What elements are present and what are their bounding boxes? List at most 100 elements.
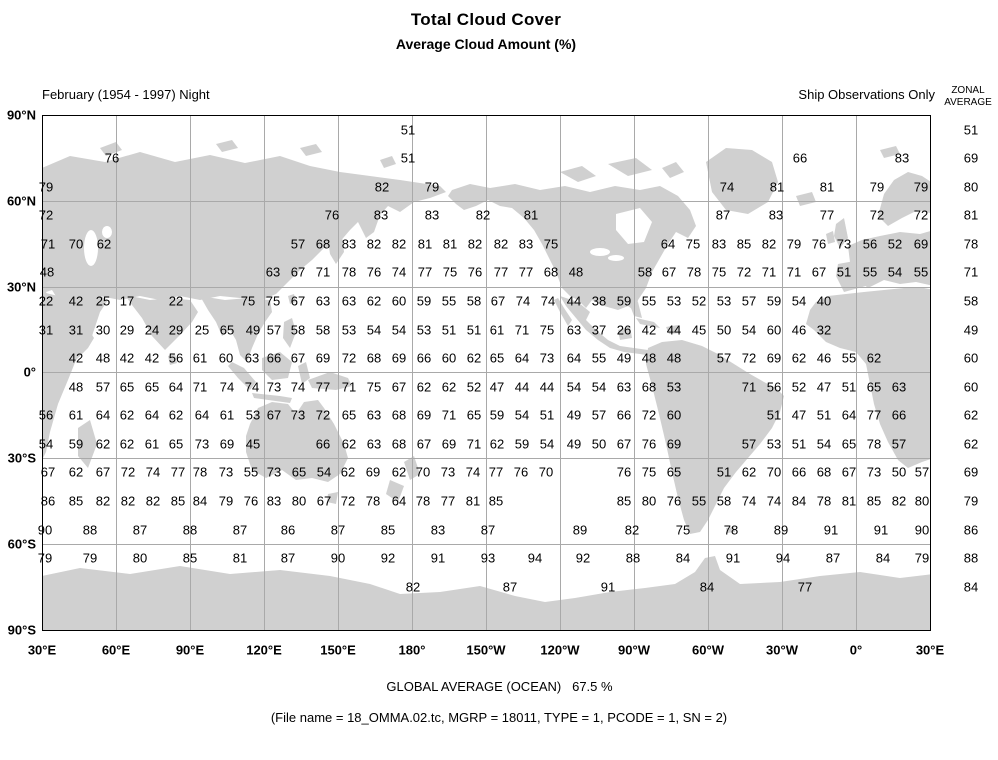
grid-value: 58 bbox=[290, 322, 306, 338]
grid-value: 57 bbox=[716, 350, 732, 366]
grid-value: 84 bbox=[875, 550, 891, 566]
grid-value: 72 bbox=[341, 350, 357, 366]
grid-value: 60 bbox=[441, 350, 457, 366]
grid-value: 83 bbox=[373, 207, 389, 223]
zonal-average-header: ZONAL AVERAGE bbox=[938, 85, 998, 109]
grid-value: 82 bbox=[374, 179, 390, 195]
grid-value: 74 bbox=[515, 293, 531, 309]
grid-value: 31 bbox=[68, 322, 84, 338]
source-label: Ship Observations Only bbox=[798, 87, 935, 102]
grid-value: 71 bbox=[741, 379, 757, 395]
grid-value: 48 bbox=[641, 350, 657, 366]
grid-value: 85 bbox=[616, 493, 632, 509]
grid-value: 68 bbox=[391, 407, 407, 423]
grid-value: 81 bbox=[232, 550, 248, 566]
grid-value: 83 bbox=[768, 207, 784, 223]
grid-value: 58 bbox=[315, 322, 331, 338]
grid-value: 75 bbox=[265, 293, 281, 309]
grid-value: 67 bbox=[811, 264, 827, 280]
grid-value: 69 bbox=[441, 436, 457, 452]
grid-value: 77 bbox=[819, 207, 835, 223]
grid-value: 85 bbox=[866, 493, 882, 509]
grid-value: 90 bbox=[37, 522, 53, 538]
grid-value: 51 bbox=[539, 407, 555, 423]
lon-axis-label: 30°E bbox=[27, 642, 57, 658]
grid-value: 56 bbox=[38, 407, 54, 423]
grid-value: 51 bbox=[841, 379, 857, 395]
grid-value: 59 bbox=[616, 293, 632, 309]
grid-value: 50 bbox=[716, 322, 732, 338]
grid-value: 76 bbox=[467, 264, 483, 280]
grid-value: 75 bbox=[539, 322, 555, 338]
grid-value: 52 bbox=[691, 293, 707, 309]
zonal-average-value: 62 bbox=[963, 407, 979, 423]
grid-value: 66 bbox=[616, 407, 632, 423]
grid-value: 51 bbox=[836, 264, 852, 280]
grid-value: 54 bbox=[566, 379, 582, 395]
grid-value: 75 bbox=[442, 264, 458, 280]
grid-value: 71 bbox=[761, 264, 777, 280]
page-title: Total Cloud Cover bbox=[410, 10, 562, 29]
grid-value: 54 bbox=[391, 322, 407, 338]
grid-value: 54 bbox=[316, 464, 332, 480]
grid-value: 75 bbox=[711, 264, 727, 280]
grid-value: 78 bbox=[816, 493, 832, 509]
lon-axis-label: 60°E bbox=[101, 642, 131, 658]
grid-value: 60 bbox=[766, 322, 782, 338]
grid-value: 47 bbox=[791, 407, 807, 423]
grid-value: 85 bbox=[170, 493, 186, 509]
grid-value: 72 bbox=[340, 493, 356, 509]
grid-value: 46 bbox=[816, 350, 832, 366]
grid-value: 94 bbox=[775, 550, 791, 566]
grid-value: 82 bbox=[761, 236, 777, 252]
grid-value: 85 bbox=[736, 236, 752, 252]
grid-value: 63 bbox=[566, 322, 582, 338]
grid-value: 83 bbox=[711, 236, 727, 252]
grid-value: 91 bbox=[873, 522, 889, 538]
grid-value: 65 bbox=[666, 464, 682, 480]
grid-value: 78 bbox=[365, 493, 381, 509]
grid-value: 82 bbox=[891, 493, 907, 509]
grid-value: 92 bbox=[380, 550, 396, 566]
grid-value: 74 bbox=[290, 379, 306, 395]
grid-value: 46 bbox=[791, 322, 807, 338]
zonal-average-value: 79 bbox=[963, 493, 979, 509]
grid-value: 64 bbox=[194, 407, 210, 423]
grid-value: 62 bbox=[96, 236, 112, 252]
zonal-average-value: 49 bbox=[963, 322, 979, 338]
grid-value: 68 bbox=[641, 379, 657, 395]
grid-value: 61 bbox=[192, 350, 208, 366]
grid-value: 82 bbox=[366, 236, 382, 252]
grid-value: 57 bbox=[741, 436, 757, 452]
grid-value: 65 bbox=[466, 407, 482, 423]
grid-value: 76 bbox=[366, 264, 382, 280]
grid-value: 51 bbox=[400, 122, 416, 138]
grid-value: 62 bbox=[391, 464, 407, 480]
grid-value: 55 bbox=[243, 464, 259, 480]
grid-value: 86 bbox=[40, 493, 56, 509]
grid-value: 62 bbox=[441, 379, 457, 395]
grid-value: 92 bbox=[575, 550, 591, 566]
grid-value: 76 bbox=[243, 493, 259, 509]
grid-value: 80 bbox=[291, 493, 307, 509]
grid-value: 26 bbox=[616, 322, 632, 338]
grid-value: 56 bbox=[766, 379, 782, 395]
zonal-average-value: 80 bbox=[963, 179, 979, 195]
grid-value: 67 bbox=[416, 436, 432, 452]
grid-value: 83 bbox=[266, 493, 282, 509]
grid-value: 60 bbox=[218, 350, 234, 366]
grid-value: 66 bbox=[792, 150, 808, 166]
grid-value: 90 bbox=[330, 550, 346, 566]
grid-value: 72 bbox=[741, 350, 757, 366]
zonal-average-header-line2: AVERAGE bbox=[944, 97, 992, 108]
lon-axis-label: 120°E bbox=[246, 642, 282, 658]
grid-value: 54 bbox=[887, 264, 903, 280]
grid-value: 73 bbox=[440, 464, 456, 480]
grid-value: 91 bbox=[600, 579, 616, 595]
grid-value: 81 bbox=[819, 179, 835, 195]
grid-value: 29 bbox=[119, 322, 135, 338]
grid-value: 65 bbox=[219, 322, 235, 338]
grid-value: 79 bbox=[914, 550, 930, 566]
lon-axis-label: 150°W bbox=[466, 642, 506, 658]
